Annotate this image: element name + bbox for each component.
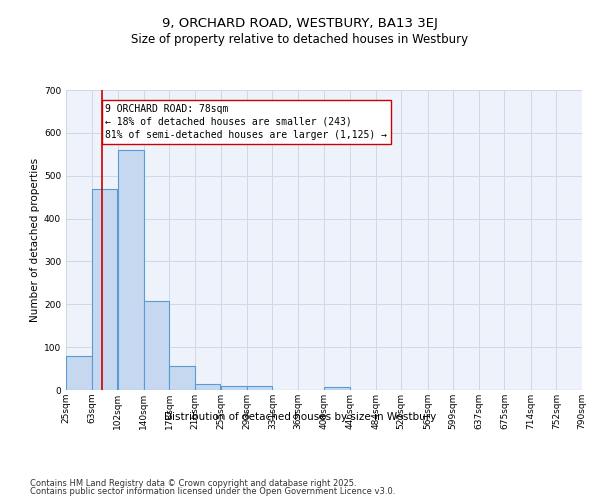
Y-axis label: Number of detached properties: Number of detached properties — [30, 158, 40, 322]
Text: Size of property relative to detached houses in Westbury: Size of property relative to detached ho… — [131, 32, 469, 46]
Text: Distribution of detached houses by size in Westbury: Distribution of detached houses by size … — [164, 412, 436, 422]
Bar — [247, 386, 272, 390]
Bar — [195, 384, 220, 390]
Bar — [169, 366, 195, 390]
Text: 9 ORCHARD ROAD: 78sqm
← 18% of detached houses are smaller (243)
81% of semi-det: 9 ORCHARD ROAD: 78sqm ← 18% of detached … — [105, 104, 387, 140]
Bar — [221, 386, 247, 390]
Bar — [66, 356, 92, 390]
Bar — [118, 150, 143, 390]
Bar — [143, 301, 169, 390]
Text: Contains public sector information licensed under the Open Government Licence v3: Contains public sector information licen… — [30, 487, 395, 496]
Bar — [325, 386, 350, 390]
Text: Contains HM Land Registry data © Crown copyright and database right 2025.: Contains HM Land Registry data © Crown c… — [30, 478, 356, 488]
Bar — [92, 188, 117, 390]
Text: 9, ORCHARD ROAD, WESTBURY, BA13 3EJ: 9, ORCHARD ROAD, WESTBURY, BA13 3EJ — [162, 18, 438, 30]
